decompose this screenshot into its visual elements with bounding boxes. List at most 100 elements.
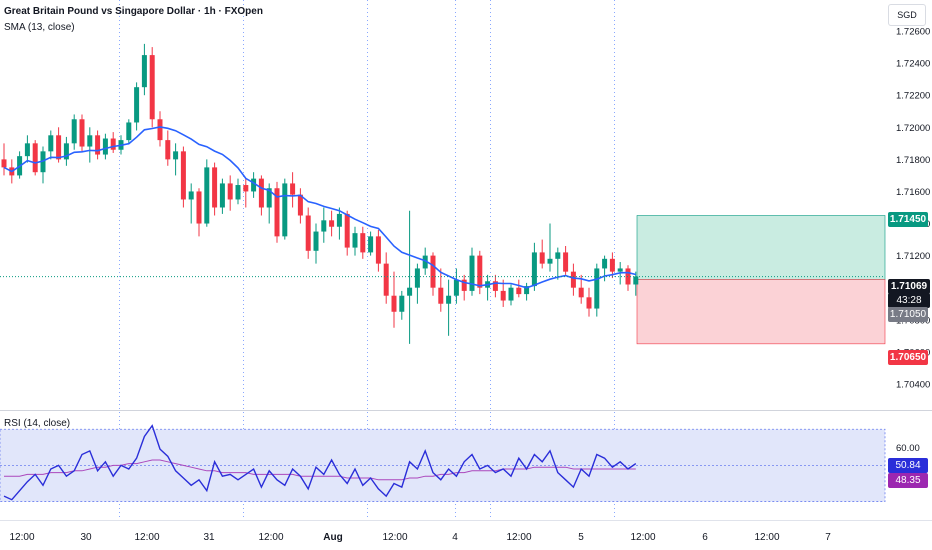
candle-body: [165, 140, 171, 160]
time-axis[interactable]: 12:00 30 12:00 31 12:00 Aug 12:00 4 12:00 5 12:00 6…: [9, 532, 831, 543]
candle-body: [274, 188, 280, 237]
candle-body: [219, 183, 225, 208]
candle: [227, 175, 233, 211]
sma-legend[interactable]: SMA (13, close): [4, 22, 75, 33]
sma-line: [3, 126, 636, 289]
time-tick-label: 12:00: [382, 532, 407, 543]
price-tick-label: 1.71800: [896, 155, 930, 166]
candle-body: [446, 295, 452, 304]
candle-body: [266, 188, 272, 208]
time-tick-label: Aug: [323, 532, 342, 543]
candle-body: [617, 268, 623, 272]
candle: [399, 290, 405, 320]
currency-button[interactable]: SGD: [888, 4, 926, 26]
candle: [24, 135, 30, 163]
candle-body: [492, 281, 498, 291]
candle-body: [594, 268, 600, 309]
candle: [352, 226, 358, 256]
candle-body: [149, 55, 155, 120]
candle-body: [282, 183, 288, 237]
candle: [563, 245, 569, 275]
candle-body: [87, 135, 93, 147]
price-tick-label: 1.72400: [896, 59, 930, 70]
candle-body: [102, 138, 108, 155]
symbol-title[interactable]: Great Britain Pound vs Singapore Dollar …: [4, 6, 263, 17]
candle-body: [539, 252, 545, 264]
candle-body: [563, 252, 569, 272]
candle-body: [360, 233, 366, 253]
candle: [141, 43, 147, 96]
candle-body: [399, 295, 405, 312]
candle: [180, 146, 186, 208]
candle: [602, 255, 608, 282]
candle-body: [578, 287, 584, 298]
candle-body: [32, 143, 38, 173]
candle: [430, 252, 436, 296]
price-tick-label: 1.72000: [896, 123, 930, 134]
candle: [48, 130, 54, 160]
candle: [477, 250, 483, 295]
candle-body: [453, 279, 459, 296]
risk-reward-tool[interactable]: [636, 215, 886, 345]
candle-body: [126, 122, 132, 141]
candle-body: [633, 276, 639, 285]
time-tick-label: 6: [702, 532, 708, 543]
candle: [188, 183, 194, 224]
candle-body: [414, 268, 420, 288]
candle: [609, 252, 615, 279]
stop-zone[interactable]: [636, 279, 886, 345]
candle-body: [180, 151, 186, 200]
candle: [274, 181, 280, 243]
candle-body: [251, 178, 257, 192]
time-tick-label: 12:00: [754, 532, 779, 543]
candle-body: [56, 135, 62, 160]
candle: [391, 271, 397, 328]
candle-body: [313, 231, 319, 251]
candle: [375, 229, 381, 272]
candle: [157, 111, 163, 147]
candle: [461, 274, 467, 301]
price-tick-label: 1.71200: [896, 251, 930, 262]
last-price-label: 1.71069: [888, 279, 930, 294]
candle: [149, 47, 155, 128]
candle-body: [391, 295, 397, 312]
candle: [297, 188, 303, 224]
candle-body: [321, 220, 327, 232]
candle-body: [329, 220, 335, 227]
candle-body: [477, 255, 483, 288]
candle-body: [570, 271, 576, 288]
candle: [383, 252, 389, 304]
candle-body: [1, 159, 7, 168]
time-tick-label: 12:00: [9, 532, 34, 543]
rsi-value-label: 50.84: [888, 458, 928, 473]
candle: [336, 207, 342, 240]
candle-body: [196, 191, 202, 224]
candle: [251, 172, 257, 198]
rsi-legend[interactable]: RSI (14, close): [4, 418, 71, 429]
candle: [446, 279, 452, 336]
candle: [321, 207, 327, 243]
candle: [71, 114, 77, 150]
rsi-tick-label: 60.00: [896, 443, 920, 454]
candle: [87, 127, 93, 163]
candle: [56, 127, 62, 163]
candle: [32, 140, 38, 176]
target-zone[interactable]: [636, 215, 886, 280]
candle: [204, 159, 210, 227]
target-price-label: 1.71450: [888, 212, 928, 227]
candle: [329, 210, 335, 237]
time-tick-label: 12:00: [258, 532, 283, 543]
candle: [165, 130, 171, 166]
candle: [547, 223, 553, 272]
candle: [95, 130, 101, 160]
candle: [586, 287, 592, 317]
candle: [368, 231, 374, 256]
candle: [63, 136, 69, 166]
candle: [531, 242, 537, 291]
candle-body: [461, 279, 467, 291]
candle-body: [290, 183, 296, 195]
candle: [134, 82, 140, 131]
candle-body: [305, 215, 311, 251]
candle: [438, 268, 444, 312]
